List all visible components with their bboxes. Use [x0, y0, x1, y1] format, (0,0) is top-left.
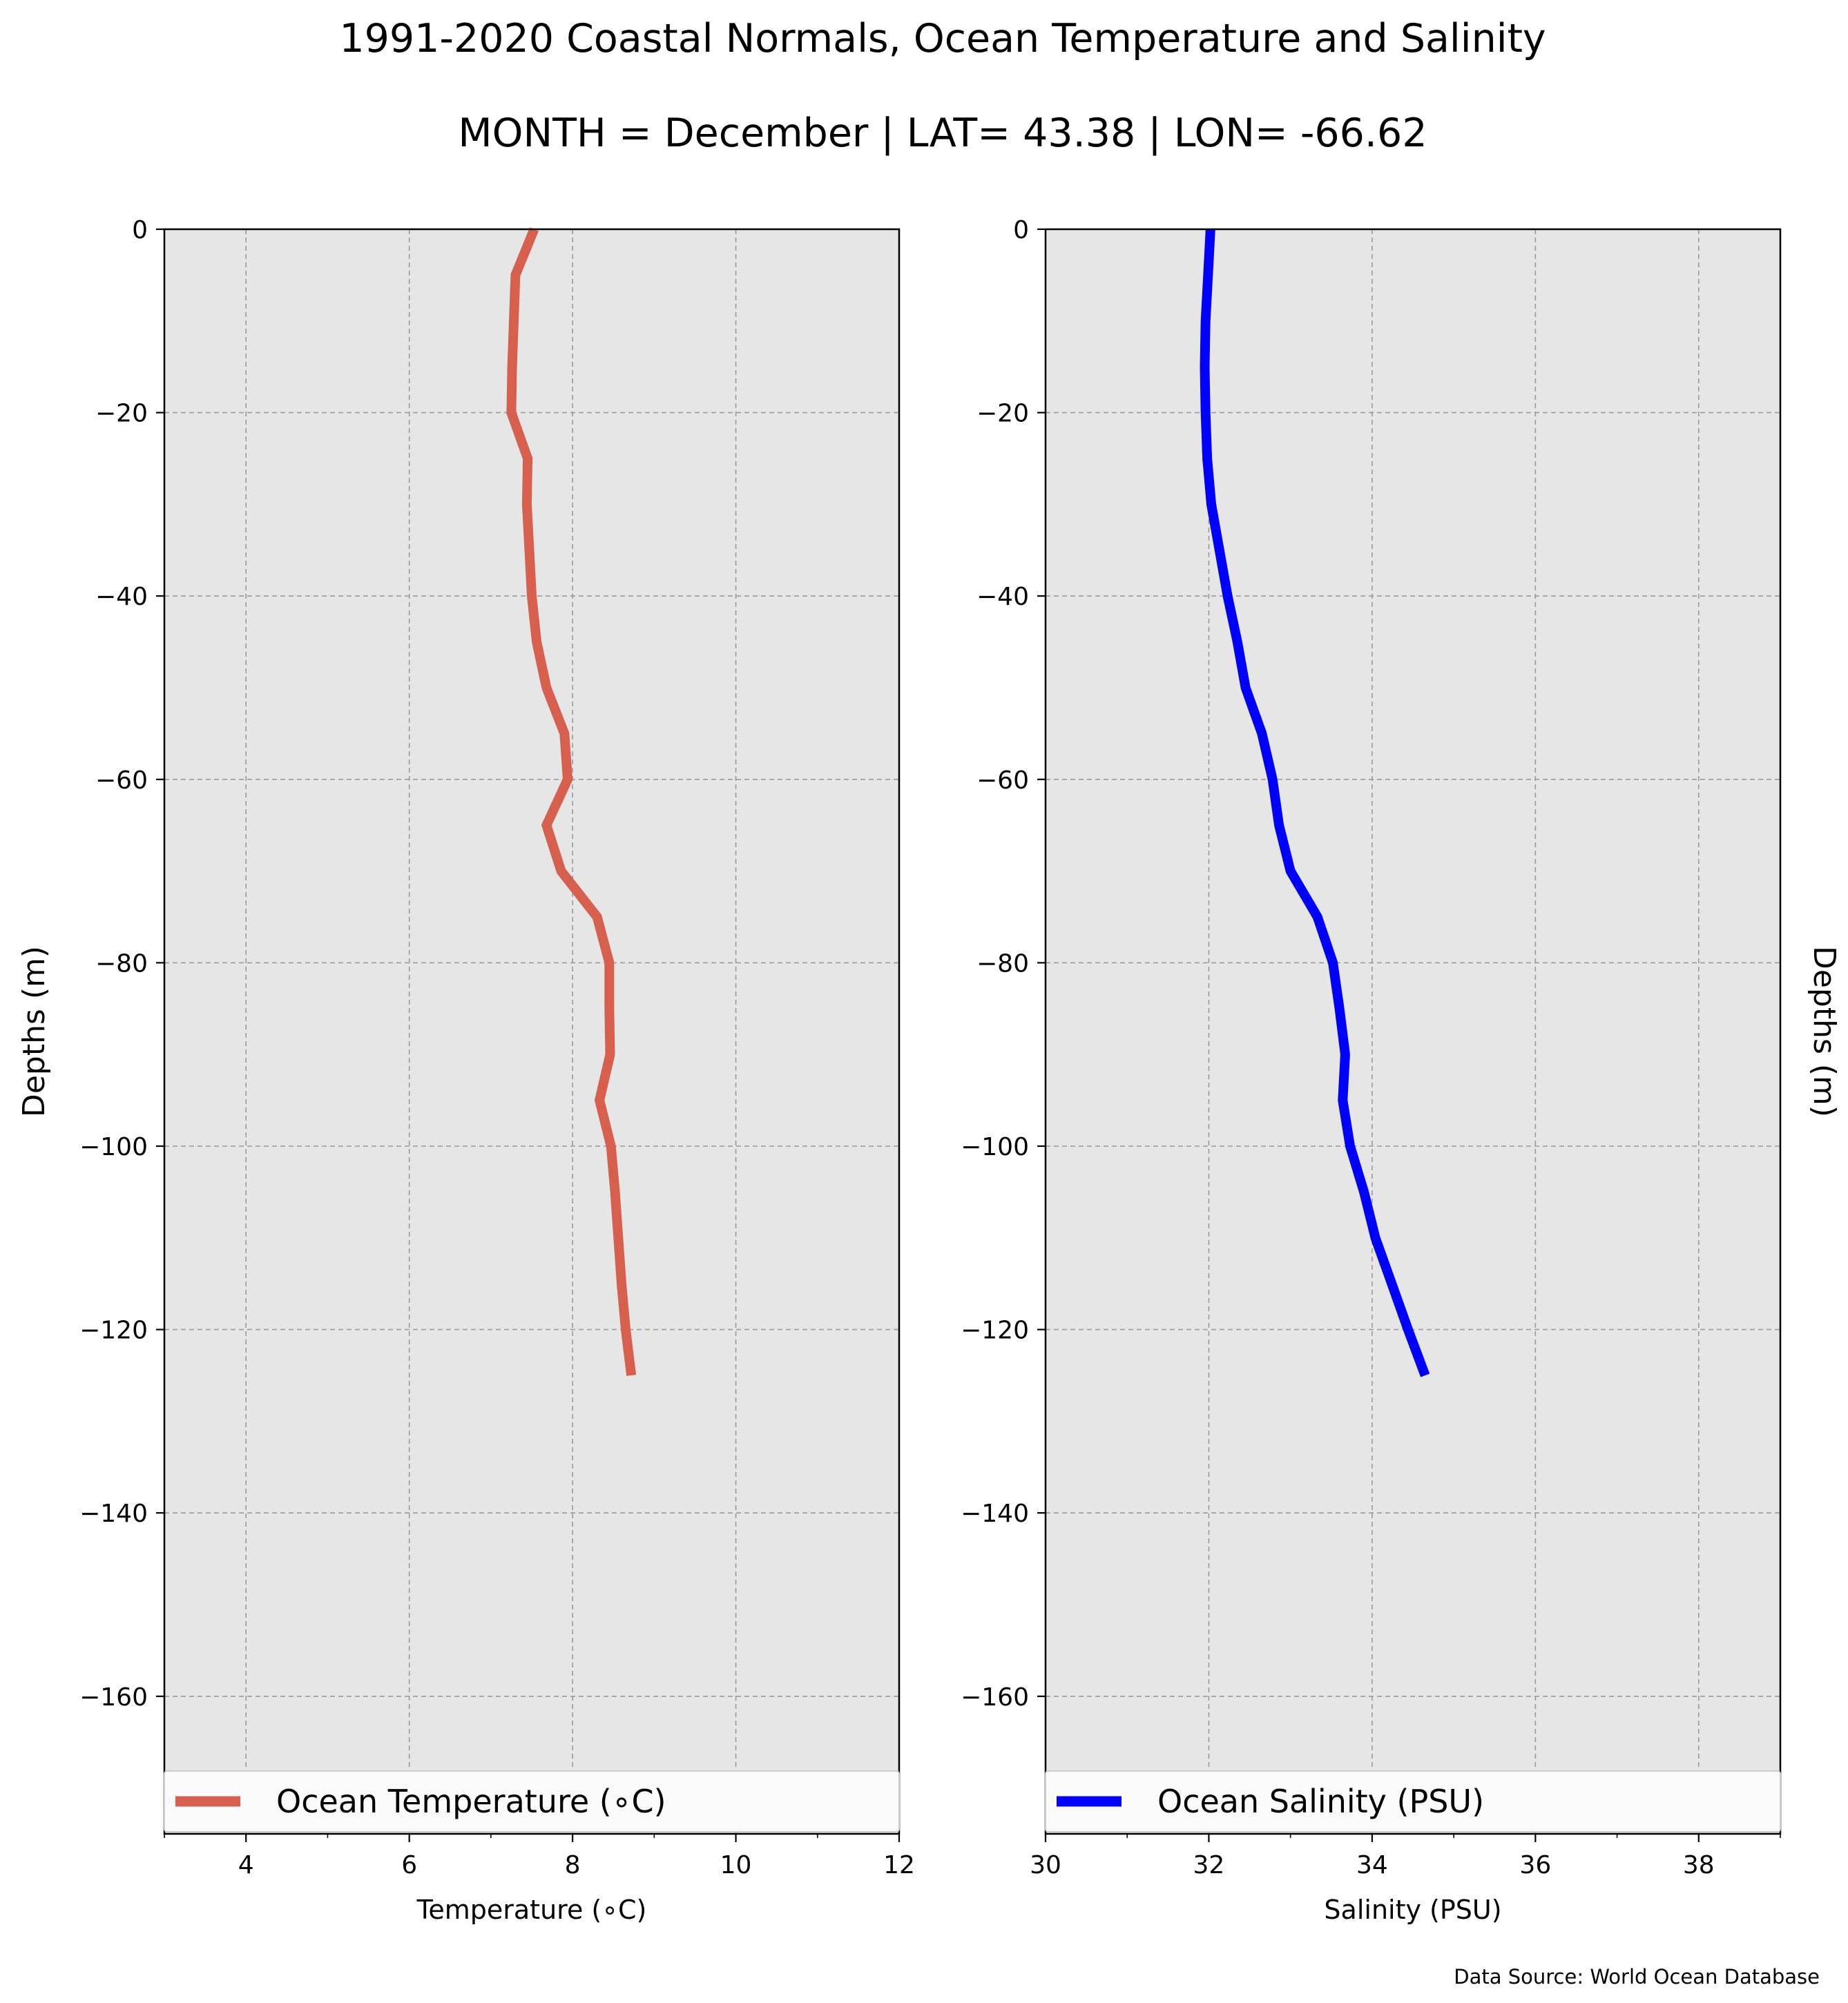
figure-title: 1991-2020 Coastal Normals, Ocean Tempera… [339, 16, 1546, 61]
data-source-note: Data Source: World Ocean Database [1454, 1965, 1820, 1989]
y-tick-label: −160 [79, 1683, 148, 1712]
y-tick-label: −40 [976, 583, 1029, 611]
axes-frame [163, 228, 901, 1835]
y-tick-label: −20 [95, 400, 148, 428]
x-tick-label: 4 [238, 1851, 254, 1879]
x-tick-label: 8 [565, 1851, 581, 1879]
salinity-panel: 30 32 34 36 38 0 −20 −40 −60 −80 −100 −120 −140 −160 S… [961, 216, 1842, 1925]
axes-frame [1044, 228, 1782, 1835]
x-tick-label: 30 [1030, 1851, 1061, 1879]
y-tick-label: −140 [961, 1500, 1029, 1528]
y-tick-label: −80 [976, 949, 1029, 978]
y-tick-label: −140 [79, 1500, 148, 1528]
x-tick-label: 32 [1193, 1851, 1225, 1879]
legend-box [164, 1770, 900, 1832]
x-tick-label: 36 [1519, 1851, 1551, 1879]
x-tick-label: 38 [1683, 1851, 1715, 1879]
figure-subtitle: MONTH = December | LAT= 43.38 | LON= -66… [458, 110, 1427, 156]
y-tick-label: −120 [961, 1317, 1029, 1345]
legend-label: Ocean Temperature (∘C) [276, 1783, 666, 1820]
y-axis-label: Depths (m) [17, 946, 52, 1117]
y-tick-label: −20 [976, 400, 1029, 428]
y-tick-label: −60 [976, 766, 1029, 795]
x-tick-label: 10 [720, 1851, 752, 1879]
y-tick-label: −40 [95, 583, 148, 611]
x-tick-label: 12 [883, 1851, 915, 1879]
series-line [506, 227, 637, 1376]
y-tick-label: −80 [95, 949, 148, 978]
x-tick-label: 6 [401, 1851, 417, 1879]
x-axis-label: Salinity (PSU) [1324, 1895, 1501, 1925]
x-axis-label: Temperature (∘C) [416, 1895, 647, 1925]
y-tick-label: 0 [132, 216, 148, 244]
series-line [1200, 229, 1430, 1377]
temperature-panel: 4 6 8 10 12 0 −20 −40 −60 −80 −100 −120 −140 −160 Temp… [17, 216, 915, 1925]
y-tick-label: −100 [79, 1133, 148, 1161]
y-tick-label: −100 [961, 1133, 1029, 1161]
y-tick-label: −160 [961, 1683, 1029, 1712]
y-tick-label: −120 [79, 1317, 148, 1345]
y-tick-label: −60 [95, 766, 148, 795]
plot-background [1046, 229, 1780, 1834]
legend-label: Ocean Salinity (PSU) [1157, 1783, 1484, 1820]
y-axis-label-right: Depths (m) [1807, 946, 1842, 1117]
x-tick-label: 34 [1356, 1851, 1388, 1879]
y-tick-label: 0 [1013, 216, 1029, 244]
legend-box [1045, 1770, 1781, 1832]
